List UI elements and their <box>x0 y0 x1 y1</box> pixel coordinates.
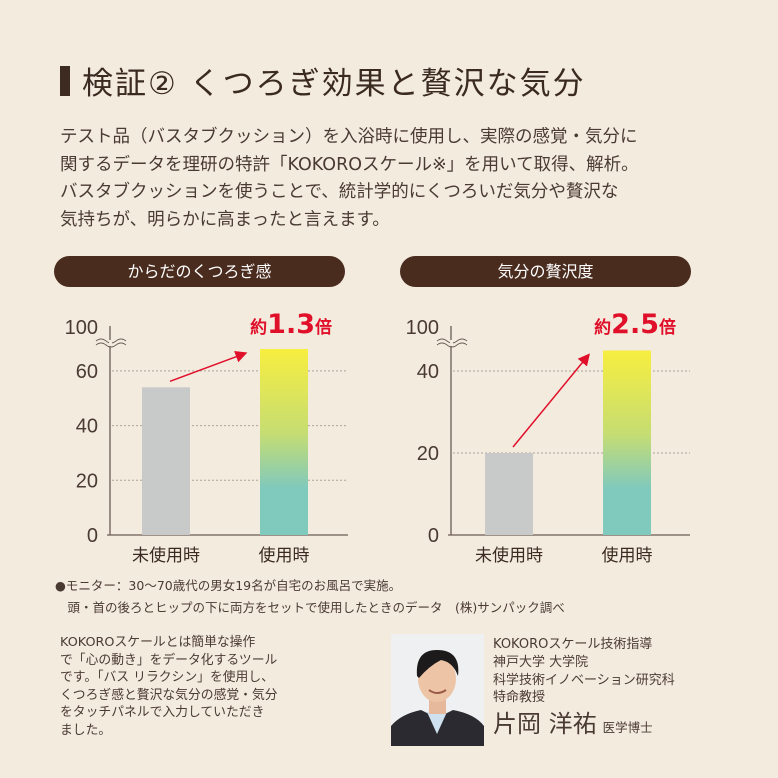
bar-unused <box>142 387 190 535</box>
y-tick-label: 40 <box>76 416 98 438</box>
x-tick-label: 使用時 <box>602 545 653 566</box>
professor-photo <box>391 634 484 746</box>
chart-title-luxury: 気分の贅沢度 <box>400 256 691 287</box>
professor-name: 片岡 洋祐 <box>493 710 597 739</box>
footnote-line: ●モニター：30〜70歳代の男女19名が自宅のお風呂で実施。 <box>55 578 402 593</box>
intro-line: バスタブクッションを使うことで、統計学的にくつろいだ気分や贅沢な <box>60 182 619 202</box>
x-tick-label: 使用時 <box>259 545 310 566</box>
intro-line: テスト品（バスタブクッション）を入浴時に使用し、実際の感覚・気分に <box>60 127 638 147</box>
multiplier-annotation: 約2.5倍 <box>594 309 676 340</box>
bar-unused <box>485 453 533 535</box>
y-tick-label: 20 <box>76 470 98 492</box>
kokoro-description: KOKOROスケールとは簡単な操作 で「心の動き」をデータ化するツール です。「… <box>60 634 278 740</box>
increase-arrow <box>169 351 248 383</box>
axis-break-mark <box>95 342 127 348</box>
bar-used <box>603 350 651 535</box>
description-line: で「心の動き」をデータ化するツール <box>60 652 278 668</box>
footnote-line: 頭・首の後ろとヒップの下に両方をセットで使用したときのデータ (株)サンパック調… <box>55 600 565 615</box>
y-tick-label: 20 <box>417 443 439 465</box>
y-tick-label: 40 <box>417 361 439 383</box>
annotation-part: 約 <box>594 317 611 338</box>
page-title: 検証② くつろぎ効果と贅沢な気分 <box>82 66 586 102</box>
y-tick-label: 100 <box>406 317 439 339</box>
annotation-part: 倍 <box>659 317 676 338</box>
bar-used <box>260 349 308 535</box>
intro-text: テスト品（バスタブクッション）を入浴時に使用し、実際の感覚・気分に 関するデータ… <box>60 124 740 234</box>
description-line: です。「バス リラクシン」を使用し、 <box>60 670 274 686</box>
intro-line: 気持ちが、明らかに高まったと言えます。 <box>60 209 390 230</box>
footnote: ●モニター：30〜70歳代の男女19名が自宅のお風呂で実施。 頭・首の後ろとヒッ… <box>55 575 565 619</box>
annotation-part: 約 <box>250 317 267 338</box>
professor-line: 神戸大学 大学院 <box>493 654 589 670</box>
description-line: をタッチパネルで入力していただき <box>60 705 265 721</box>
y-tick-label: 60 <box>76 361 98 383</box>
professor-name-row: 片岡 洋祐 医学博士 <box>493 709 675 743</box>
professor-line: 科学技術イノベーション研究科 <box>493 672 675 688</box>
professor-line: 特命教授 <box>493 690 546 706</box>
annotation-part: 1.3 <box>267 309 315 340</box>
y-tick-label: 0 <box>87 525 98 547</box>
axis-break-gap <box>109 340 112 346</box>
x-tick-label: 未使用時 <box>132 545 200 566</box>
x-tick-label: 未使用時 <box>475 545 543 566</box>
professor-info: KOKOROスケール技術指導 神戸大学 大学院 科学技術イノベーション研究科 特… <box>493 636 675 743</box>
professor-degree: 医学博士 <box>602 720 653 736</box>
description-line: KOKOROスケールとは簡単な操作 <box>60 635 256 650</box>
intro-line: 関するデータを理研の特許「KOKOROスケール※」を用いて取得、解析。 <box>60 154 639 175</box>
axis-break-gap <box>450 340 453 346</box>
professor-line: KOKOROスケール技術指導 <box>493 637 653 652</box>
title-marker <box>60 66 70 96</box>
axis-break-mark <box>436 342 468 348</box>
annotation-part: 倍 <box>315 317 332 338</box>
y-tick-label: 100 <box>65 317 98 339</box>
annotation-part: 2.5 <box>611 309 659 340</box>
description-line: ました。 <box>60 722 112 738</box>
description-line: くつろぎ感と贅沢な気分の感覚・気分 <box>60 687 278 703</box>
y-tick-label: 0 <box>428 525 439 547</box>
multiplier-annotation: 約1.3倍 <box>250 309 332 340</box>
chart-title-relaxation: からだのくつろぎ感 <box>54 256 345 287</box>
increase-arrow <box>512 353 590 448</box>
